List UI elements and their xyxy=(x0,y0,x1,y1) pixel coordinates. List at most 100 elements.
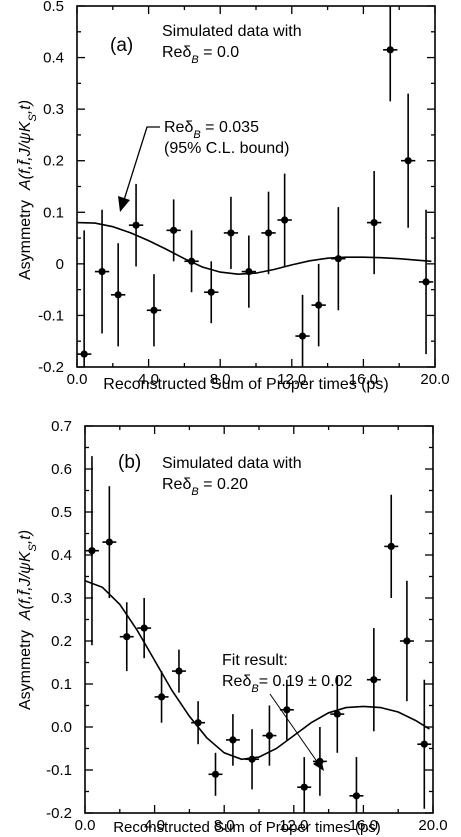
data-point xyxy=(311,263,326,347)
panel-a-annotation-line1: Simulated data with xyxy=(162,23,302,40)
y-tick-label: -0.1 xyxy=(46,762,72,779)
data-point xyxy=(223,196,239,270)
data-point xyxy=(208,752,223,796)
y-tick-label: -0.1 xyxy=(38,307,64,324)
point-marker xyxy=(370,676,378,684)
y-tick-label: 0.5 xyxy=(51,504,72,521)
panel-b-curve-label-pointer xyxy=(269,693,319,764)
y-tick-label: 0.1 xyxy=(51,676,72,693)
point-marker xyxy=(333,710,341,718)
point-marker xyxy=(207,288,215,296)
point-marker xyxy=(114,291,122,299)
point-marker xyxy=(211,770,220,778)
data-point xyxy=(137,598,152,659)
point-marker xyxy=(88,547,96,555)
point-marker xyxy=(315,301,323,309)
data-point xyxy=(279,679,294,740)
panel-a-curve xyxy=(76,221,432,276)
panel-a-curve-label-pointer xyxy=(123,126,160,201)
y-tick-label: 0 xyxy=(56,256,64,273)
point-marker xyxy=(404,157,412,165)
panel-a-points xyxy=(77,6,434,367)
panel-b: 0.0 4.0 8.0 12.0 16.0 20.0 -0.2 -0.1 0.0 0.1 0.2 0… xyxy=(17,418,448,836)
y-tick-label: 0.1 xyxy=(43,204,64,221)
x-tick-label: 16.0 xyxy=(349,371,378,388)
point-marker xyxy=(187,257,196,265)
point-marker xyxy=(105,538,113,546)
y-tick-label: -0.2 xyxy=(46,805,72,822)
data-point xyxy=(172,649,186,693)
panel-a-y-tick-labels: -0.2 -0.1 0 0.1 0.2 0.3 0.4 0.5 xyxy=(38,0,64,376)
panel-a-x-axis-label: Reconstructed Sum of Proper times (ps) xyxy=(103,376,388,393)
data-point xyxy=(331,207,346,311)
panel-b-annotation-line1: Simulated data with xyxy=(162,455,302,472)
panel-b-curve-label-line1: Fit result: xyxy=(222,652,288,669)
panel-b-y-tick-labels: -0.2 -0.1 0.0 0.1 0.2 0.3 0.4 0.5 0.6 0.7 xyxy=(46,418,72,822)
point-marker xyxy=(298,332,307,340)
x-tick-label: 20.0 xyxy=(418,817,447,834)
point-marker xyxy=(334,255,342,263)
y-tick-label: 0.2 xyxy=(51,633,72,650)
point-marker xyxy=(352,792,361,800)
point-marker xyxy=(98,267,106,276)
point-marker xyxy=(265,732,274,740)
x-tick-label: 12.0 xyxy=(279,817,308,834)
point-marker xyxy=(420,740,428,748)
point-marker xyxy=(80,350,88,358)
point-marker xyxy=(248,755,256,763)
x-tick-label: 12.0 xyxy=(277,371,306,388)
data-point xyxy=(417,679,432,809)
data-point xyxy=(94,209,110,334)
point-marker xyxy=(132,221,140,229)
data-point xyxy=(111,243,126,347)
data-point xyxy=(295,294,310,367)
point-marker xyxy=(281,216,289,224)
x-tick-label: 20.0 xyxy=(420,371,449,388)
x-tick-label: 8.0 xyxy=(214,817,235,834)
panel-a-label: (a) xyxy=(110,35,133,56)
point-marker xyxy=(170,226,178,234)
data-point xyxy=(399,580,414,702)
point-marker xyxy=(229,736,237,744)
data-point xyxy=(191,701,206,745)
data-point xyxy=(146,274,162,347)
data-point xyxy=(154,671,169,723)
point-marker xyxy=(123,633,131,641)
point-marker xyxy=(387,542,395,551)
data-point xyxy=(225,714,240,766)
y-tick-label: -0.2 xyxy=(38,359,64,376)
panel-b-label: (b) xyxy=(118,452,141,473)
data-point xyxy=(85,456,99,646)
y-tick-label: 0.6 xyxy=(51,461,72,478)
point-marker xyxy=(300,783,308,791)
data-point xyxy=(418,209,434,355)
y-tick-label: 0.5 xyxy=(43,0,64,15)
panel-b-pointer-arrowhead xyxy=(313,758,324,771)
data-point xyxy=(297,757,312,813)
point-marker xyxy=(175,667,183,675)
data-point xyxy=(366,171,382,275)
point-marker xyxy=(157,693,166,701)
y-tick-label: 0.0 xyxy=(51,719,72,736)
data-point xyxy=(245,729,259,790)
point-marker xyxy=(150,306,158,314)
panel-b-curve-label-line2: ReδB= 0.19 ± 0.02 xyxy=(222,673,353,695)
x-tick-label: 16.0 xyxy=(349,817,378,834)
x-tick-label: 4.0 xyxy=(138,371,159,388)
panel-b-points xyxy=(85,456,432,813)
x-tick-label: 4.0 xyxy=(144,817,165,834)
data-point xyxy=(277,173,292,267)
point-marker xyxy=(140,624,148,632)
panel-b-x-tick-labels: 0.0 4.0 8.0 12.0 16.0 20.0 xyxy=(75,817,448,834)
point-marker xyxy=(386,46,394,54)
panel-a: 0.0 4.0 8.0 12.0 16.0 20.0 -0.2 -0.1 0 0.1 0.2 0.3… xyxy=(17,0,450,393)
point-marker xyxy=(194,719,202,727)
point-marker xyxy=(422,278,430,286)
panel-a-curve-label-line1: ReδB = 0.035 xyxy=(164,119,259,141)
point-marker xyxy=(403,637,411,645)
y-tick-label: 0.3 xyxy=(43,101,64,118)
data-point xyxy=(128,183,144,267)
panel-b-frame xyxy=(84,425,434,814)
panel-a-y-axis-label: AsymmetryA(f,f̄,J/ψKS,t) xyxy=(17,100,39,280)
